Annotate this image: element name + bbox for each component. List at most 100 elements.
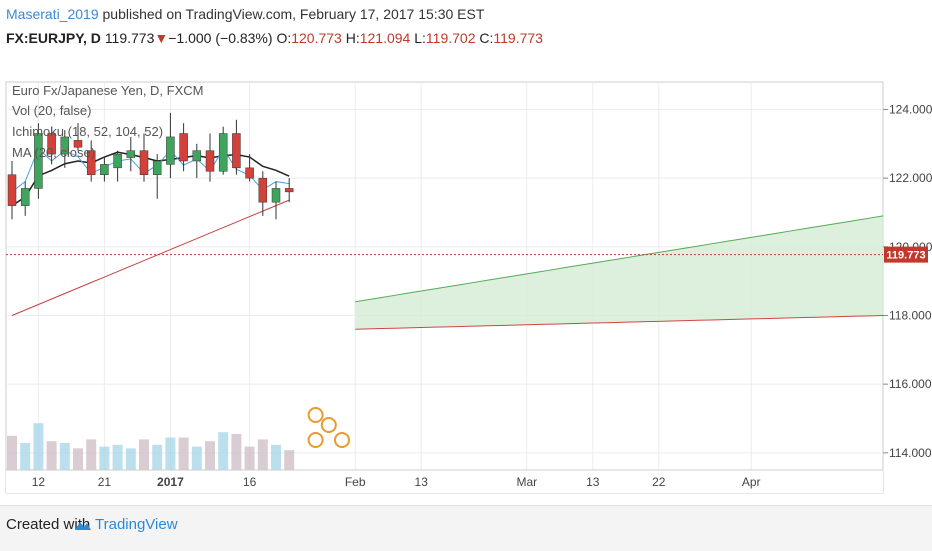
price-change: −1.000 (−0.83%) [168,30,273,46]
symbol-label[interactable]: FX:EURJPY, D [6,30,101,46]
open-value: 120.773 [291,30,342,46]
candle-down [245,167,254,179]
high-value: 121.094 [359,30,411,46]
x-tick-label: Feb [345,475,366,489]
candle-down [232,133,241,169]
volume-bar [205,441,215,470]
x-tick-label: 21 [98,475,112,489]
open-label: O: [276,30,292,46]
volume-bars [7,423,295,470]
volume-bar [178,437,189,470]
candle-down [86,150,96,175]
candle-up [100,164,109,175]
tradingview-brand: TradingView [95,516,178,533]
candle-up [152,160,162,175]
volume-bar [99,446,110,470]
event-marker-icon [320,417,337,433]
last-price-tag: 119.773 [884,246,928,263]
y-tick-label: 118.000 [889,308,932,322]
time-axis-background [6,470,883,493]
tradingview-cloud-icon [75,522,91,531]
volume-bar [33,423,44,470]
event-marker-icon [307,432,324,448]
candle-up [218,133,228,172]
legend-ichimoku: Ichimoku (18, 52, 104, 52) [12,124,163,139]
candle-up [192,150,202,162]
volume-bar [46,441,57,470]
y-tick-label: 116.000 [889,377,932,391]
event-marker-icon [334,432,350,448]
candle-down [205,150,215,172]
candle-up [271,188,281,203]
x-tick-label: 12 [32,475,46,489]
price-axis[interactable]: 114.000116.000118.000120.000122.000124.0… [883,102,932,460]
moving-average-line [11,151,290,207]
volume-bar [244,446,255,470]
last-price: 119.773 [104,30,155,46]
event-markers [307,407,350,448]
senkou-span-a [355,215,884,303]
legend-title: Euro Fx/Japanese Yen, D, FXCM [12,83,203,98]
candle-down [7,174,17,206]
close-value: 119.773 [493,30,543,46]
volume-bar [86,439,97,470]
chart-header: Maserati_2019 published on TradingView.c… [0,0,932,56]
x-tick-label: 13 [586,475,600,489]
candle-up [166,136,175,165]
volume-bar [59,443,70,470]
candle-up [20,188,30,206]
low-label: L: [414,30,426,46]
candle-up [34,133,43,189]
candle-up [126,150,136,158]
candle-down [258,177,268,203]
y-tick-label: 124.000 [889,102,932,116]
published-text: published on TradingView.com, February 1… [98,6,485,22]
ichimoku-cloud [355,215,884,330]
cloud-fill [355,215,884,330]
legend-volume: Vol (20, false) [12,103,92,118]
low-value: 119.702 [425,30,476,46]
candle-up [60,136,70,155]
time-axis[interactable]: 12 21 2017 16 Feb 13 Mar 13 22 Apr [32,475,761,489]
tenkan-line [11,147,290,193]
volume-bar [139,439,149,470]
y-tick-label: 114.000 [889,446,932,460]
candle-down [284,188,294,193]
candle-down [47,133,56,155]
close-label: C: [479,30,494,46]
down-arrow-icon: ▼ [154,30,169,46]
price-chart[interactable]: 114.000116.000118.000120.000122.000124.0… [0,0,932,505]
publish-line: Maserati_2019 published on TradingView.c… [6,6,484,22]
last-price-tag-text: 119.773 [886,250,925,262]
volume-bar [284,450,295,470]
kijun-line [11,199,290,316]
candle-down [139,150,149,175]
symbol-ohlc-line: FX:EURJPY, D 119.773▼−1.000 (−0.83%) O:1… [6,30,543,46]
chart-legend: Euro Fx/Japanese Yen, D, FXCM Vol (20, f… [12,83,203,160]
volume-bar [257,439,268,470]
created-with-label: Created with [6,516,91,533]
volume-bar [271,444,281,470]
volume-bar [191,446,202,470]
candlesticks [7,112,294,220]
high-label: H: [345,30,360,46]
indicator-lines [11,147,290,316]
x-tick-label: 16 [243,475,257,489]
footer-bar: Created with TradingView [0,505,932,551]
volume-bar [231,434,242,470]
volume-bar [20,443,31,470]
volume-bar [125,448,136,470]
tradingview-logo[interactable]: TradingView [74,516,178,533]
candle-up [113,153,122,169]
x-tick-label: 22 [652,475,666,489]
x-tick-label: 13 [415,475,429,489]
legend-ma: MA (20, close) [12,145,95,160]
author-link[interactable]: Maserati_2019 [6,6,99,22]
volume-bar [7,435,17,470]
x-tick-label: Mar [516,475,537,489]
volume-bar [73,448,83,470]
volume-bar [112,444,123,470]
volume-bar [218,432,229,470]
y-tick-label: 122.000 [889,171,932,185]
event-marker-icon [307,407,324,423]
